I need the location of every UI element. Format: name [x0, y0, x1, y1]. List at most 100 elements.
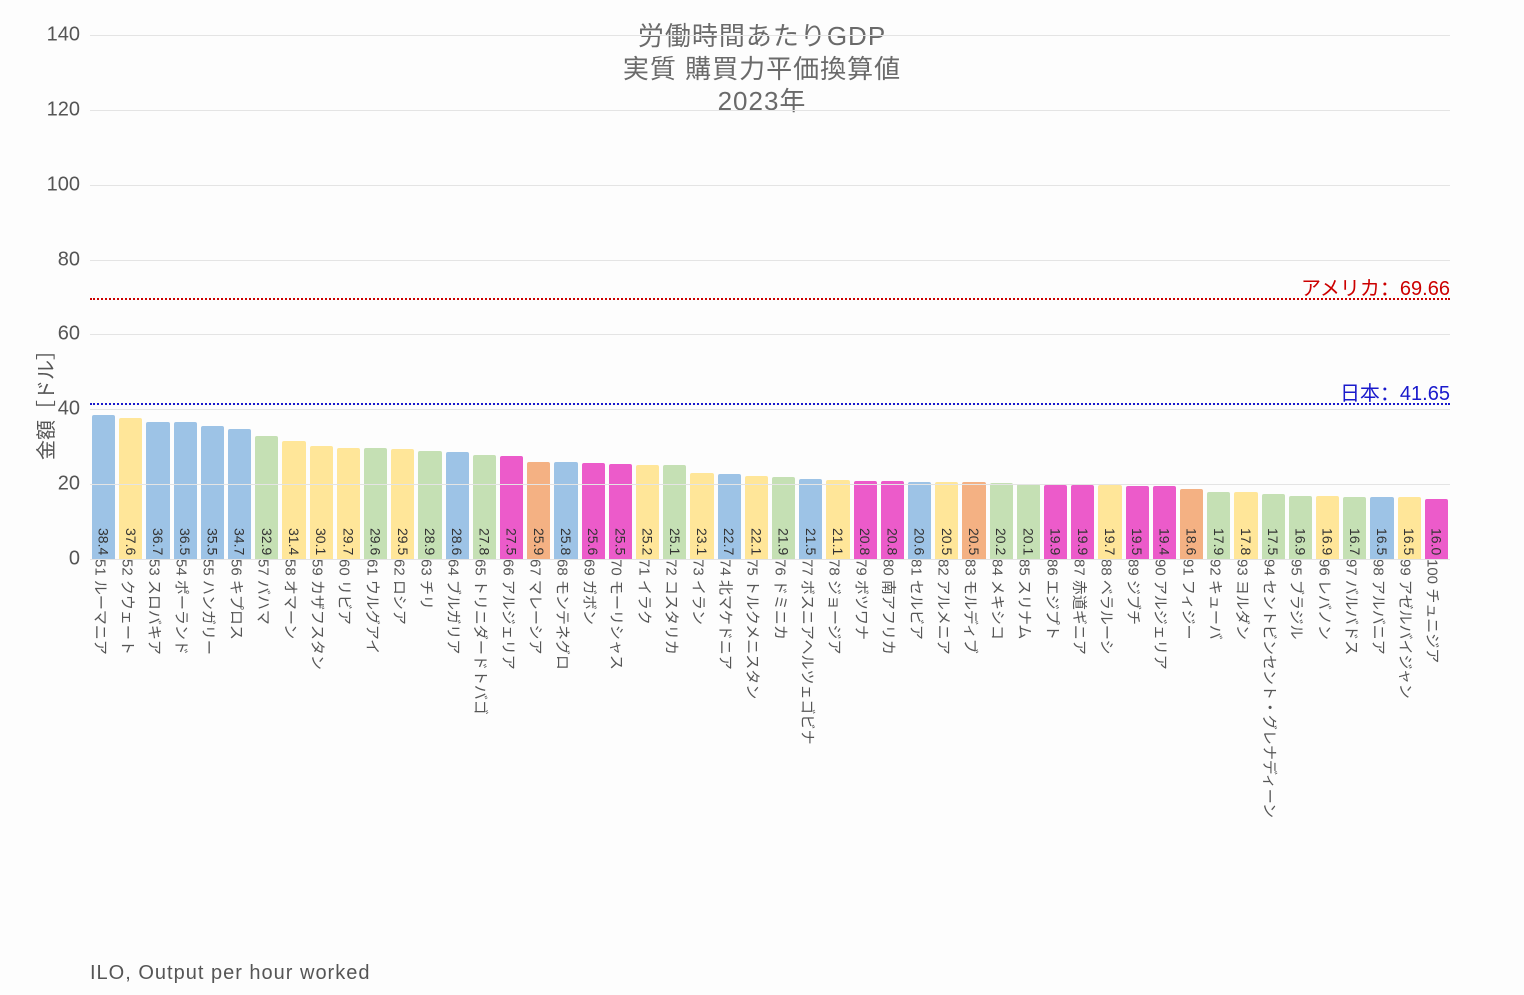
bar-slot: 23.173 イラン [688, 35, 715, 559]
bar-value-label: 37.6 [123, 528, 139, 555]
bar-value-label: 16.9 [1320, 528, 1336, 555]
bar-category-label: 75 トルクメニスタン [743, 559, 770, 699]
reference-line [90, 403, 1450, 405]
bar: 27.8 [473, 455, 496, 559]
plot-area: 38.451 ルーマニア37.652 クウェート36.753 スロバキア36.5… [90, 35, 1450, 559]
bar-slot: 37.652 クウェート [117, 35, 144, 559]
bar: 22.1 [745, 476, 768, 559]
bar-slot: 28.664 ブルガリア [444, 35, 471, 559]
bar: 27.5 [500, 456, 523, 559]
bar-category-label: 73 イラン [688, 559, 715, 625]
bar-category-label: 61 ウルグアイ [362, 559, 389, 654]
bar: 16.0 [1425, 499, 1448, 559]
bar: 25.9 [527, 462, 550, 559]
bar: 25.5 [609, 464, 632, 559]
bar-slot: 25.271 イラク [634, 35, 661, 559]
bar-slot: 21.178 ジョージア [824, 35, 851, 559]
reference-label: アメリカ：69.66 [1301, 272, 1450, 301]
gridline [90, 110, 1450, 111]
bar: 20.1 [1017, 484, 1040, 559]
bar-category-label: 91 フィジー [1178, 559, 1205, 640]
bar: 20.8 [854, 481, 877, 559]
bar-value-label: 23.1 [694, 528, 710, 555]
bar-slot: 20.880 南アフリカ [879, 35, 906, 559]
bar-slot: 20.284 メキシコ [988, 35, 1015, 559]
bar-slot: 20.583 モルディブ [960, 35, 987, 559]
bar-category-label: 57 バハマ [253, 559, 280, 625]
bar-slot: 34.756 キプロス [226, 35, 253, 559]
bar: 20.6 [908, 482, 931, 559]
bar-category-label: 82 アルメニア [933, 559, 960, 655]
gridline [90, 35, 1450, 36]
bar-slot: 17.893 ヨルダン [1232, 35, 1259, 559]
bar-category-label: 68 モンテネグロ [552, 559, 579, 670]
bar-value-label: 19.9 [1075, 528, 1091, 555]
bar: 31.4 [282, 441, 305, 559]
bar-category-label: 55 ハンガリー [199, 559, 226, 655]
bar-category-label: 94 セントビンセント・グレナディーン [1260, 559, 1287, 818]
bar: 16.5 [1398, 497, 1421, 559]
bar-value-label: 35.5 [204, 528, 220, 555]
bar: 38.4 [92, 415, 115, 559]
bar-slot: 30.159 カザフスタン [308, 35, 335, 559]
bar-value-label: 19.5 [1129, 528, 1145, 555]
bar-slot: 25.868 モンテネグロ [552, 35, 579, 559]
bar: 18.6 [1180, 489, 1203, 559]
bar-value-label: 16.5 [1401, 528, 1417, 555]
bar: 35.5 [201, 426, 224, 559]
bar-category-label: 70 モーリシャス [607, 559, 634, 670]
y-tick-label: 100 [47, 173, 90, 196]
bar: 17.8 [1234, 492, 1257, 559]
bar-category-label: 62 ロシア [389, 559, 416, 625]
bar-value-label: 16.9 [1292, 528, 1308, 555]
bar: 21.1 [826, 480, 849, 559]
bar-value-label: 20.5 [939, 528, 955, 555]
bar-category-label: 51 ルーマニア [90, 559, 117, 655]
bar-slot: 36.753 スロバキア [144, 35, 171, 559]
bar-slot: 32.957 バハマ [253, 35, 280, 559]
gridline [90, 334, 1450, 335]
bar-category-label: 56 キプロス [226, 559, 253, 640]
bar-category-label: 60 リビア [335, 559, 362, 625]
bar-slot: 25.570 モーリシャス [607, 35, 634, 559]
bar-slot: 17.992 キューバ [1205, 35, 1232, 559]
bar: 16.7 [1343, 497, 1366, 560]
bar-category-label: 88 ベラルーシ [1096, 559, 1123, 655]
bar-category-label: 72 コスタリカ [661, 559, 688, 655]
y-tick-label: 20 [58, 473, 90, 496]
bar-category-label: 90 アルジェリア [1151, 559, 1178, 670]
bar-value-label: 16.5 [1374, 528, 1390, 555]
chart-stage: 労働時間あたりGDP 実質 購買力平価換算値 2023年 金額［ドル］ 38.4… [0, 0, 1524, 995]
bar-slot: 19.986 エジプト [1042, 35, 1069, 559]
bar-category-label: 59 カザフスタン [308, 559, 335, 670]
bar: 36.5 [174, 422, 197, 559]
bar-slot: 25.172 コスタリカ [661, 35, 688, 559]
bar-category-label: 83 モルディブ [960, 559, 987, 654]
bar-slot: 20.879 ボツワナ [852, 35, 879, 559]
bar-category-label: 89 ジブチ [1124, 559, 1151, 625]
bar-category-label: 85 スリナム [1015, 559, 1042, 639]
bar: 34.7 [228, 429, 251, 559]
bar-category-label: 64 ブルガリア [444, 559, 471, 654]
bar-value-label: 25.8 [558, 528, 574, 555]
bar-value-label: 29.7 [340, 528, 356, 555]
bar: 29.5 [391, 449, 414, 559]
bar: 25.1 [663, 465, 686, 559]
bar-category-label: 92 キューバ [1205, 559, 1232, 640]
bar-category-label: 98 アルバニア [1368, 559, 1395, 655]
bars-group: 38.451 ルーマニア37.652 クウェート36.753 スロバキア36.5… [90, 35, 1450, 559]
bar-value-label: 18.6 [1184, 528, 1200, 555]
bar-category-label: 100 チュニジア [1423, 559, 1450, 663]
bar-slot: 20.681 セルビア [906, 35, 933, 559]
bar-category-label: 84 メキシコ [988, 559, 1015, 640]
bar-value-label: 25.1 [667, 528, 683, 555]
bar-value-label: 30.1 [313, 528, 329, 555]
bar-slot: 38.451 ルーマニア [90, 35, 117, 559]
bar-value-label: 20.8 [884, 528, 900, 555]
bar: 20.8 [881, 481, 904, 559]
bar: 20.2 [990, 483, 1013, 559]
bar-value-label: 20.1 [1020, 528, 1036, 555]
bar-slot: 25.669 ガボン [580, 35, 607, 559]
bar-value-label: 20.2 [993, 528, 1009, 555]
bar: 29.6 [364, 448, 387, 559]
